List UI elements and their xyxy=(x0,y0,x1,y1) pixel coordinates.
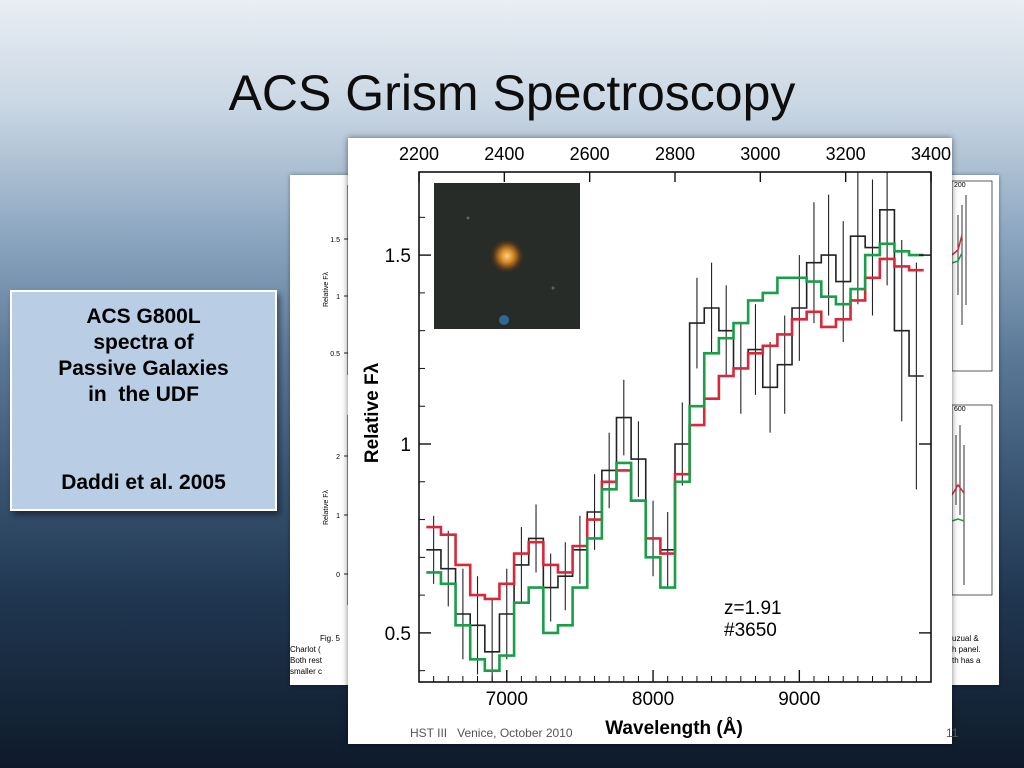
top-tick-label: 2400 xyxy=(484,144,524,164)
caption-line-3: Passive Galaxies xyxy=(58,357,229,380)
slide-footer: HST III Venice, October 2010 xyxy=(410,726,573,740)
back-ylabel-upper: Relative Fλ xyxy=(323,271,330,307)
back-ytick-lower-3: 0 xyxy=(336,572,340,579)
back-ylabel-lower: Relative Fλ xyxy=(323,489,330,525)
top-tick-label: 2800 xyxy=(655,144,695,164)
caption-main: ACS G800L spectra of Passive Galaxies in… xyxy=(12,304,275,408)
caption-line-4: in the UDF xyxy=(88,383,199,406)
x-tick-label: 7000 xyxy=(486,689,528,710)
series-line-3 xyxy=(426,242,924,672)
chart-annotation-id: #3650 xyxy=(724,620,777,641)
top-tick-label: 2200 xyxy=(399,144,439,164)
back-caption-right-1: uzual & xyxy=(952,634,979,643)
chart-y-axis-label: Relative Fλ xyxy=(362,362,383,463)
chart-annotation-redshift: z=1.91 xyxy=(724,598,782,619)
spectrum-figure: 7000 8000 9000 0.5 1 1.5 2200 2400 2600 2800 3000 3… xyxy=(348,138,952,744)
y-tick-label: 0.5 xyxy=(385,624,411,645)
x-tick-label: 8000 xyxy=(632,689,674,710)
back-top-tick-1: 200 xyxy=(954,182,966,189)
top-tick-label: 3400 xyxy=(911,144,951,164)
slide-page-number: 11 xyxy=(946,726,959,740)
y-tick-label: 1.5 xyxy=(385,246,411,267)
back-caption-right-3: th has a xyxy=(952,656,981,665)
back-ytick-upper-3: 0.5 xyxy=(330,351,340,358)
top-tick-label: 2600 xyxy=(570,144,610,164)
background-figure-plots: 1.5 1 0.5 Relative Fλ 2 1 0 Relative Fλ … xyxy=(290,180,993,676)
back-ytick-upper-1: 1.5 xyxy=(330,237,340,244)
top-tick-label: 3000 xyxy=(740,144,780,164)
back-caption-left-3: Both rest xyxy=(290,656,323,665)
back-caption-right-2: h panel. xyxy=(952,645,980,654)
back-ytick-upper-2: 1 xyxy=(336,294,340,301)
back-caption-left-1: Fig. 5 xyxy=(320,634,341,643)
galaxy-inset-image xyxy=(434,183,580,329)
back-ytick-lower-1: 2 xyxy=(336,454,340,461)
back-top-tick-2: 600 xyxy=(954,406,966,413)
caption-line-2: spectra of xyxy=(93,331,194,354)
back-caption-left-2: Charlot ( xyxy=(290,645,321,654)
chart-x-axis-label: Wavelength (Å) xyxy=(605,718,743,739)
back-caption-left-4: smaller c xyxy=(290,667,322,676)
caption-line-1: ACS G800L xyxy=(86,305,201,328)
slide-title: ACS Grism Spectroscopy xyxy=(228,65,796,121)
caption-reference: Daddi et al. 2005 xyxy=(61,471,226,494)
top-tick-label: 3200 xyxy=(826,144,866,164)
y-tick-label: 1 xyxy=(400,435,411,456)
back-ytick-lower-2: 1 xyxy=(336,513,340,520)
spectrum-chart: 7000 8000 9000 0.5 1 1.5 2200 2400 2600 2800 3000 3… xyxy=(362,144,951,739)
x-tick-label: 9000 xyxy=(778,689,820,710)
caption-box: ACS G800L spectra of Passive Galaxies in… xyxy=(10,290,277,511)
